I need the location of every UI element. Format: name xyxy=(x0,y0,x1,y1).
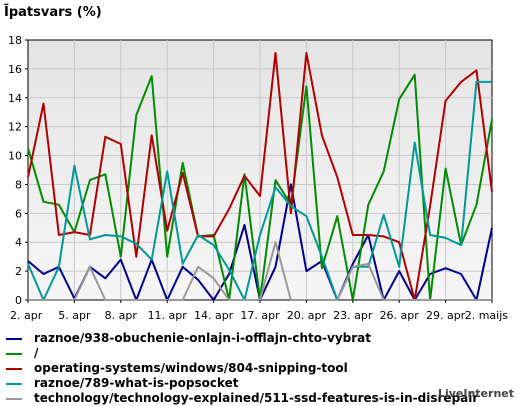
legend-swatch xyxy=(6,382,22,385)
y-tick-label: 12 xyxy=(8,121,22,134)
x-tick-label: 11. apr xyxy=(148,309,188,322)
x-tick-label: 29. apr xyxy=(426,309,466,322)
x-tick-label: 2. maijs xyxy=(465,309,509,322)
x-tick-label: 26. apr xyxy=(380,309,420,322)
y-tick-label: 8 xyxy=(15,178,22,191)
y-tick-label: 4 xyxy=(15,236,22,249)
x-tick-label: 2. apr xyxy=(10,309,43,322)
series-line xyxy=(27,80,492,301)
legend-swatch xyxy=(6,397,22,400)
legend-item: raznoe/938-obuchenie-onlajn-i-offlajn-ch… xyxy=(6,331,478,346)
x-tick-label: 8. apr xyxy=(105,309,138,322)
legend-label: technology/technology-explained/511-ssd-… xyxy=(34,391,479,405)
legend-item: technology/technology-explained/511-ssd-… xyxy=(6,391,478,406)
x-tick-label: 20. apr xyxy=(287,309,327,322)
legend: raznoe/938-obuchenie-onlajn-i-offlajn-ch… xyxy=(6,331,478,406)
legend-item: raznoe/789-what-is-popsocket xyxy=(6,376,478,391)
legend-label: operating-systems/windows/804-snipping-t… xyxy=(34,361,348,375)
watermark: LiveInternet xyxy=(437,387,514,400)
legend-swatch xyxy=(6,337,22,340)
y-tick-label: 16 xyxy=(8,63,22,76)
x-tick-label: 17. apr xyxy=(240,309,280,322)
y-tick-label: 14 xyxy=(8,92,22,105)
x-tick-label: 14. apr xyxy=(194,309,234,322)
x-tick-label: 23. apr xyxy=(333,309,373,322)
legend-swatch xyxy=(6,352,22,355)
chart-title: Īpatsvars (%) xyxy=(4,5,102,20)
legend-label: / xyxy=(34,346,39,360)
legend-item: / xyxy=(6,346,478,361)
legend-item: operating-systems/windows/804-snipping-t… xyxy=(6,361,478,376)
line-chart: 0 2 4 6 8 10 12 14 16 18 2. apr 5. apr 8. apr 11. ap… xyxy=(8,34,509,322)
y-tick-label: 18 xyxy=(8,34,22,47)
legend-swatch xyxy=(6,367,22,370)
y-tick-label: 0 xyxy=(15,294,22,307)
x-tick-label: 5. apr xyxy=(58,309,91,322)
y-tick-label: 2 xyxy=(15,265,22,278)
y-tick-label: 10 xyxy=(8,150,22,163)
legend-label: raznoe/938-obuchenie-onlajn-i-offlajn-ch… xyxy=(34,331,371,345)
y-tick-label: 6 xyxy=(15,207,22,220)
legend-label: raznoe/789-what-is-popsocket xyxy=(34,376,239,390)
